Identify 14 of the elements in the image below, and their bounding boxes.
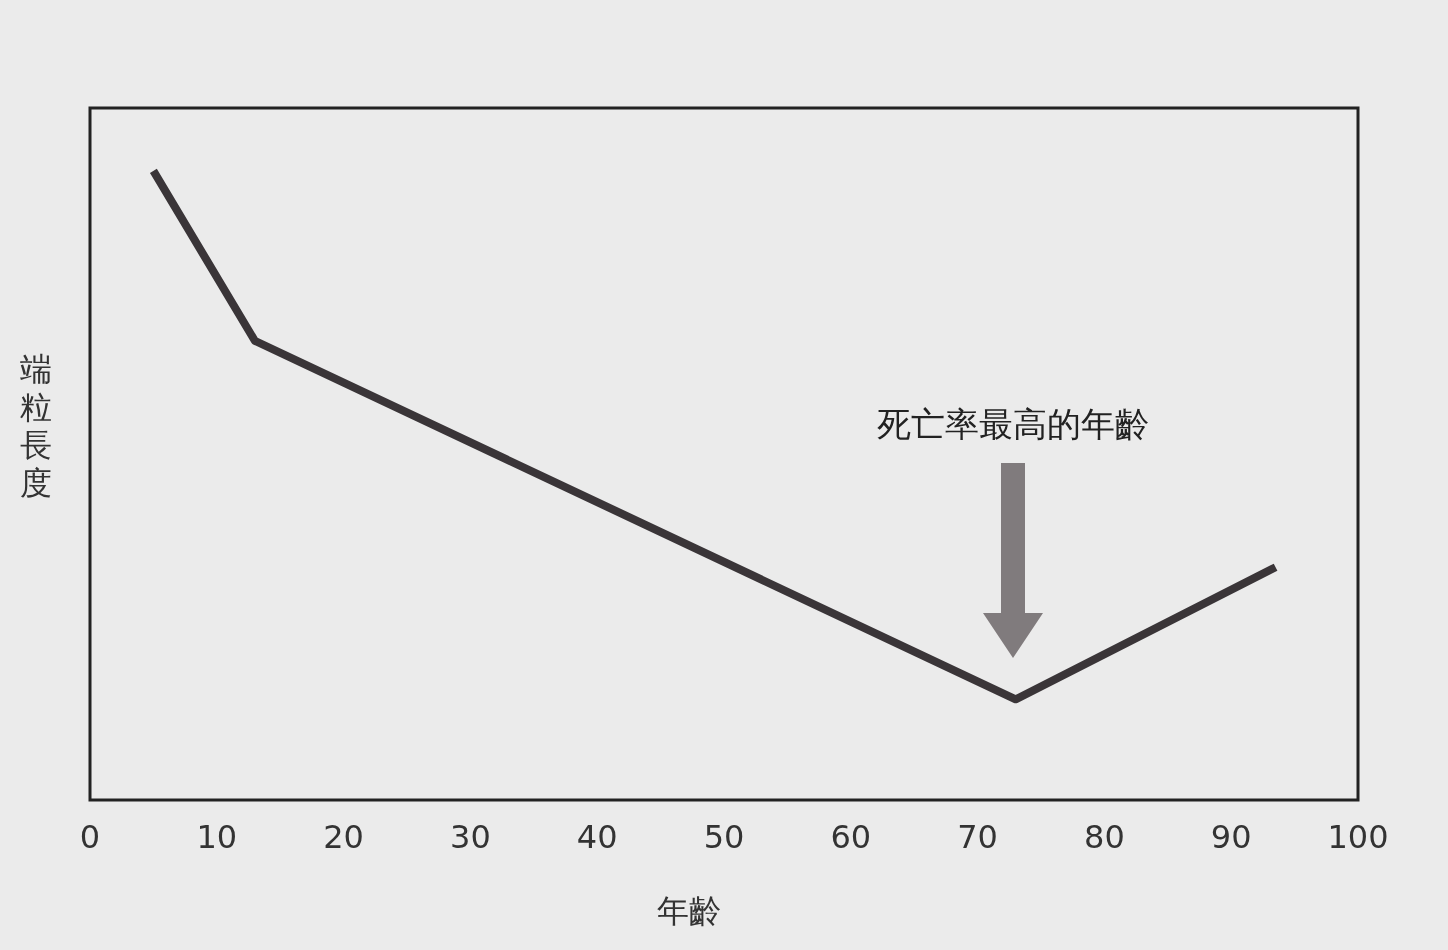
x-tick-label: 20 bbox=[323, 818, 364, 856]
x-tick-label: 100 bbox=[1327, 818, 1389, 856]
x-tick-label: 50 bbox=[703, 818, 745, 856]
x-tick-label: 0 bbox=[79, 818, 101, 856]
x-tick-label: 40 bbox=[576, 818, 618, 856]
x-tick-label: 90 bbox=[1210, 818, 1252, 856]
x-tick-label: 30 bbox=[450, 818, 491, 856]
x-tick-label: 10 bbox=[196, 818, 238, 856]
x-tick-label: 60 bbox=[830, 818, 872, 856]
x-tick-label: 80 bbox=[1084, 818, 1125, 856]
annotation: 死亡率最高的年齡 bbox=[877, 404, 1149, 444]
x-tick-label: 70 bbox=[957, 818, 998, 856]
x-axis-title: 年齡 bbox=[657, 892, 721, 930]
y-axis-title: 端粒長度 bbox=[20, 350, 52, 502]
